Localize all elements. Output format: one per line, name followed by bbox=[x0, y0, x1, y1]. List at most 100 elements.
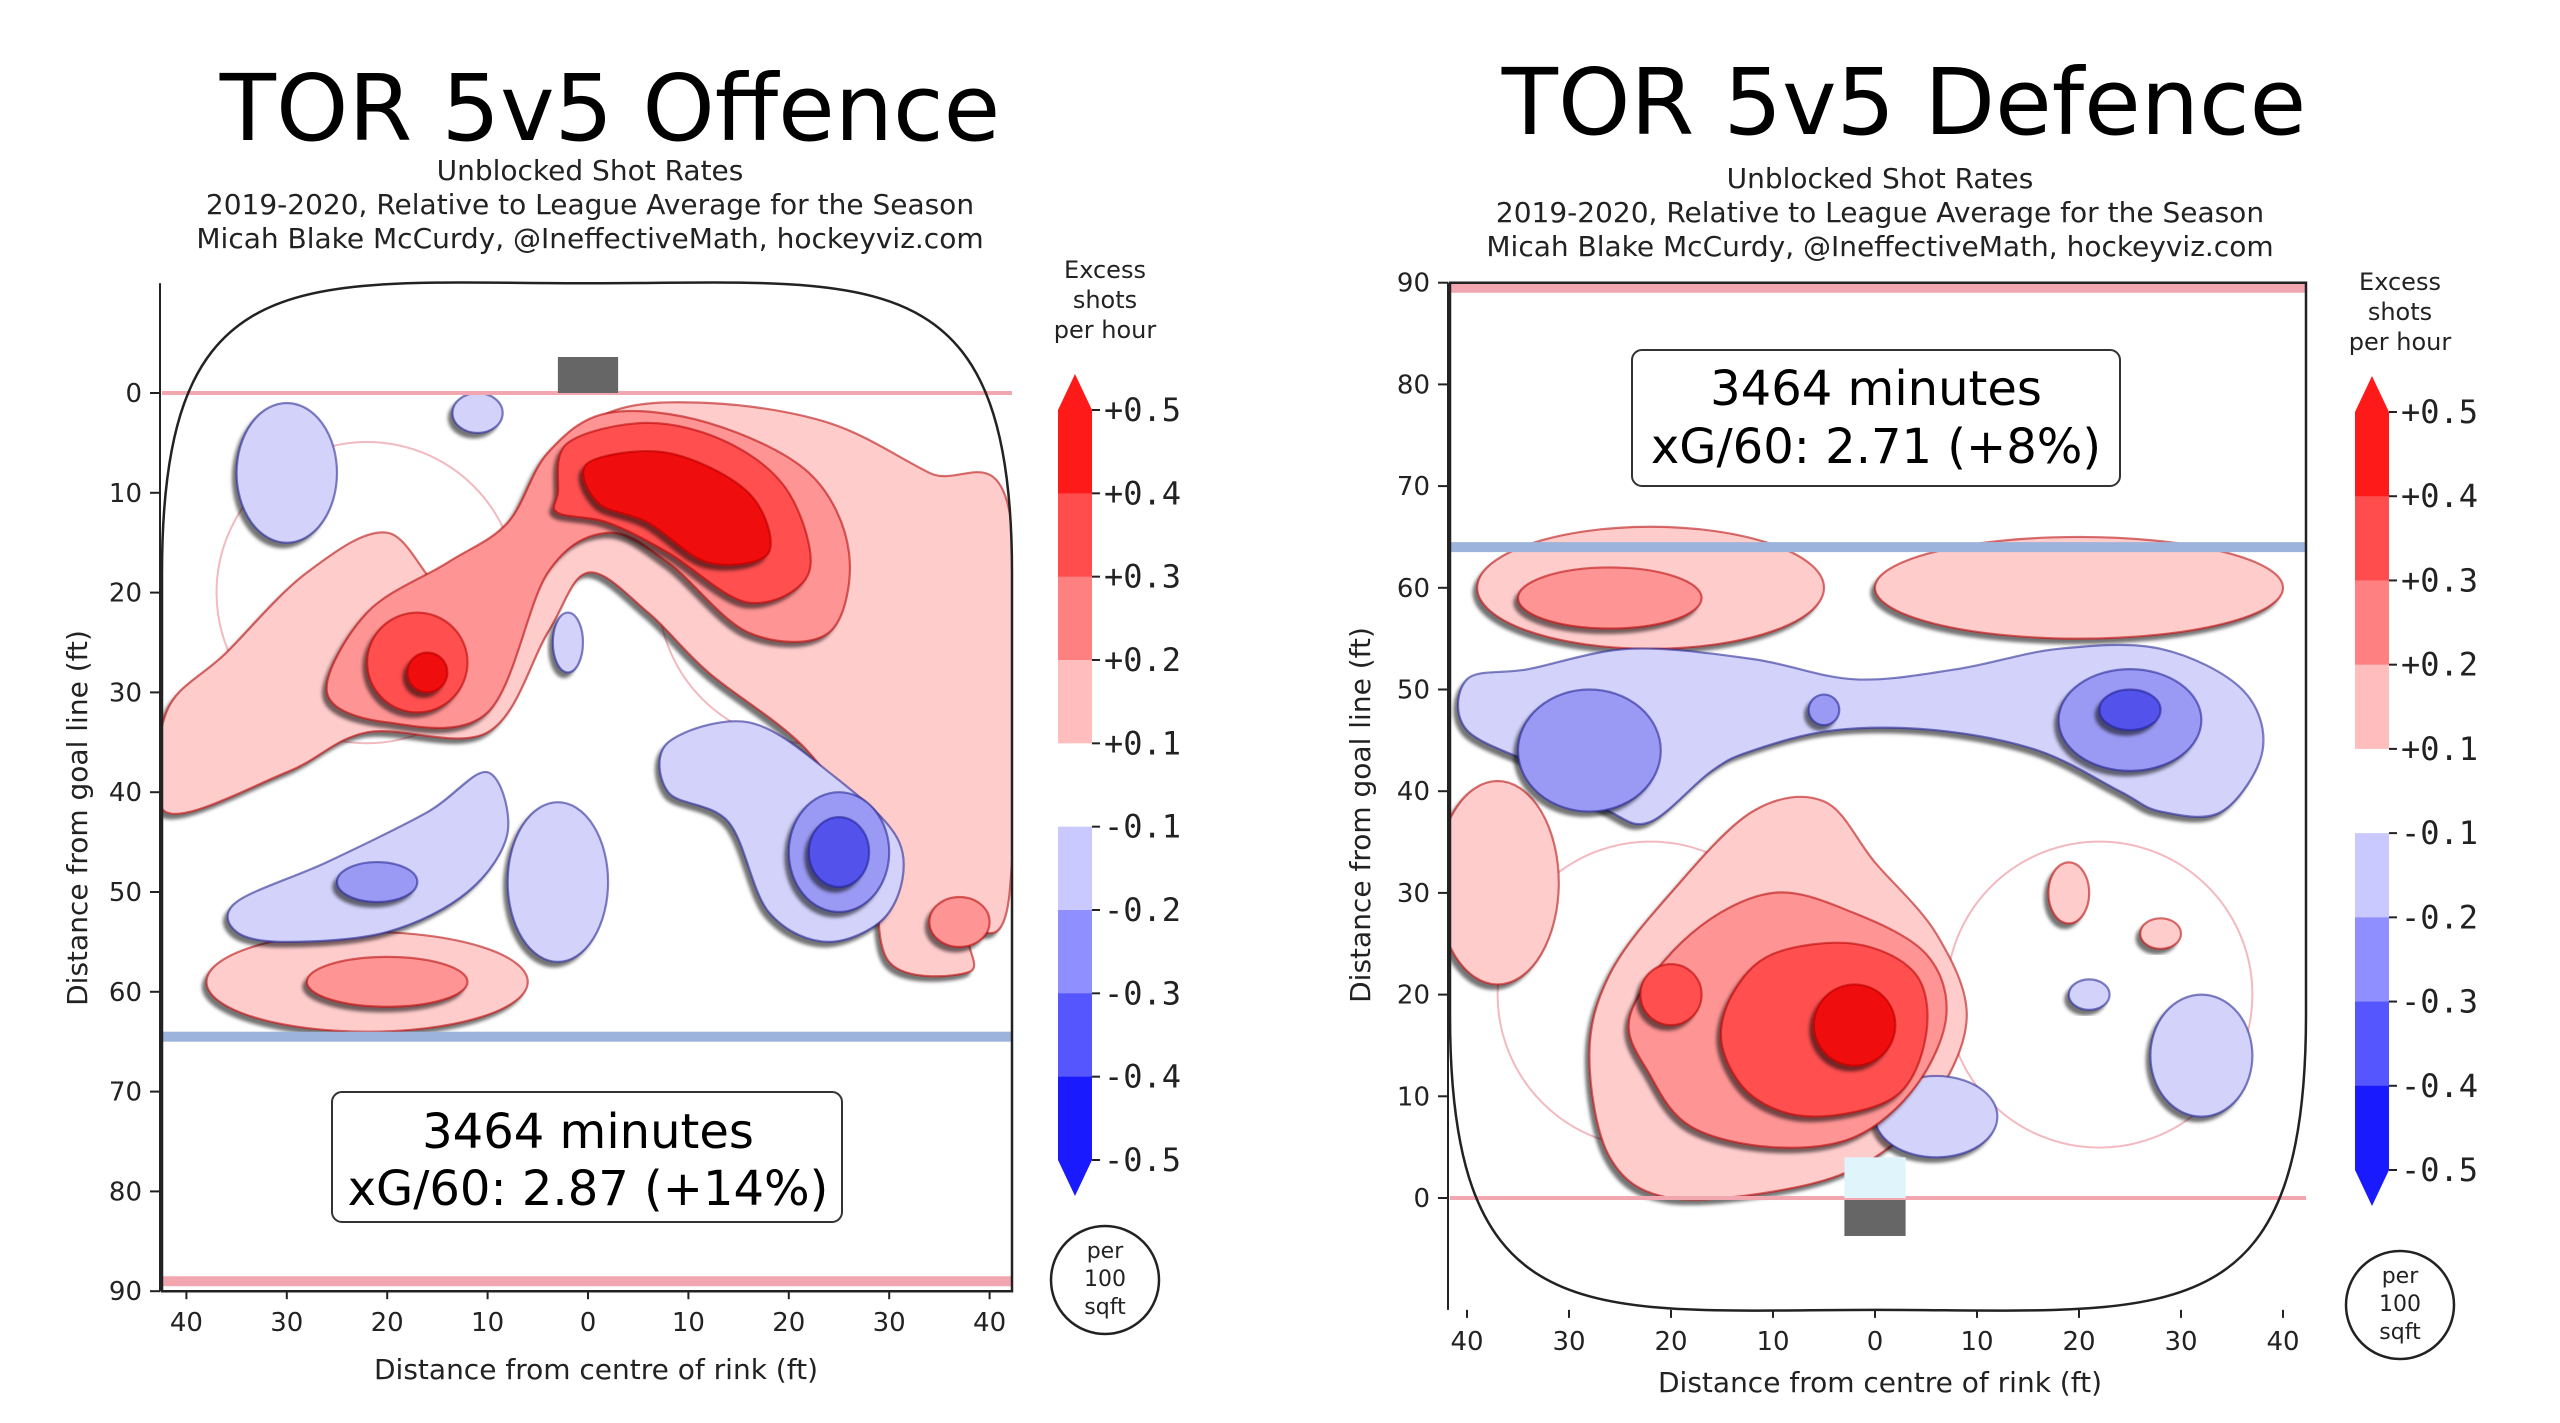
x-tick-label: 20 bbox=[772, 1308, 805, 1338]
colorbar-title-line: Excess bbox=[2359, 268, 2441, 296]
unit-label-line: per bbox=[2382, 1264, 2420, 1289]
colorbar-label: -0.5 bbox=[2401, 1151, 2478, 1189]
unit-label-line: 100 bbox=[2379, 1292, 2421, 1317]
contour-region-neg-17 bbox=[2098, 688, 2162, 732]
colorbar-swatch bbox=[2355, 496, 2389, 581]
colorbar-extend-top bbox=[2355, 376, 2389, 412]
y-axis-label: Distance from goal line (ft) bbox=[61, 630, 94, 1006]
xg-text: xG/60: 2.87 (+14%) bbox=[348, 1161, 829, 1217]
colorbar-swatch bbox=[1058, 410, 1092, 494]
y-tick-label: 80 bbox=[1397, 370, 1430, 400]
unit-label-line: per bbox=[1087, 1239, 1125, 1264]
offence-y-ticks: 0 10 20 30 40 50 60 70 80 90 bbox=[109, 379, 160, 1307]
contour-region-neg-11 bbox=[335, 860, 419, 904]
y-axis-label: Distance from goal line (ft) bbox=[1344, 627, 1377, 1003]
y-tick-label: 60 bbox=[1397, 574, 1430, 604]
unit-label-line: 100 bbox=[1084, 1267, 1126, 1292]
x-tick-label: 20 bbox=[371, 1308, 404, 1338]
colorbar-label: -0.4 bbox=[1104, 1058, 1181, 1096]
contour-region-pos-2 bbox=[1450, 779, 1560, 986]
crease bbox=[1844, 1157, 1906, 1198]
colorbar-swatch bbox=[1058, 576, 1092, 661]
y-tick-label: 80 bbox=[109, 1177, 142, 1207]
subtitle-line-2: 2019-2020, Relative to League Average fo… bbox=[1496, 196, 2264, 229]
unit-circle bbox=[2344, 1249, 2456, 1361]
y-tick-label: 20 bbox=[1397, 981, 1430, 1011]
end-line bbox=[162, 1276, 1012, 1287]
y-tick-label: 60 bbox=[109, 978, 142, 1008]
x-tick-label: 10 bbox=[1960, 1327, 1993, 1357]
colorbar-label: -0.3 bbox=[2401, 983, 2478, 1021]
defence-annotation-box: 3464 minutes xG/60: 2.71 (+8%) bbox=[1631, 349, 2121, 487]
contour-region-pos-10 bbox=[928, 895, 991, 948]
contour-region-pos-18 bbox=[1812, 983, 1897, 1067]
colorbar-label: -0.3 bbox=[1104, 974, 1181, 1012]
y-tick-label: 70 bbox=[109, 1078, 142, 1108]
colorbar-label: +0.2 bbox=[2401, 646, 2478, 684]
y-tick-label: 40 bbox=[109, 778, 142, 808]
unit-label-line: sqft bbox=[1084, 1295, 1126, 1320]
goal-net bbox=[557, 357, 619, 393]
offence-annotation-box: 3464 minutes xG/60: 2.87 (+14%) bbox=[331, 1091, 843, 1223]
colorbar-title-line: shots bbox=[1073, 286, 1137, 314]
colorbar-swatch bbox=[2355, 664, 2389, 750]
x-tick-label: 10 bbox=[672, 1308, 705, 1338]
y-tick-label: 20 bbox=[109, 579, 142, 609]
colorbar-swatch bbox=[2355, 1001, 2389, 1087]
minutes-text: 3464 minutes bbox=[1710, 361, 2042, 417]
y-tick-label: 0 bbox=[125, 379, 142, 409]
contour-region-pos-5 bbox=[2139, 917, 2183, 950]
rink-boards bbox=[160, 281, 1014, 1293]
contour-region-pos-10 bbox=[1516, 566, 1703, 630]
contour-region-neg-3 bbox=[451, 391, 504, 435]
colorbar-label: +0.1 bbox=[1104, 724, 1181, 762]
y-tick-label: 30 bbox=[1397, 879, 1430, 909]
colorbar-label: -0.1 bbox=[2401, 814, 2478, 852]
chart-title: TOR 5v5 Defence bbox=[1501, 49, 2306, 156]
colorbar-label: -0.5 bbox=[1104, 1141, 1181, 1179]
colorbar-swatch bbox=[2355, 412, 2389, 497]
x-tick-label: 40 bbox=[973, 1308, 1006, 1338]
colorbar-title-line: Excess bbox=[1064, 256, 1146, 284]
colorbar-label: +0.3 bbox=[1104, 558, 1181, 596]
colorbar-label: -0.4 bbox=[2401, 1067, 2478, 1105]
contour-region-pos-16 bbox=[582, 450, 772, 566]
x-axis-label: Distance from centre of rink (ft) bbox=[1658, 1366, 2102, 1399]
y-tick-label: 10 bbox=[109, 479, 142, 509]
colorbar-label: +0.3 bbox=[2401, 561, 2478, 599]
colorbar-title-line: per hour bbox=[1054, 316, 1157, 344]
xg-text: xG/60: 2.71 (+8%) bbox=[1651, 419, 2101, 475]
colorbar-label: +0.4 bbox=[2401, 477, 2478, 515]
unit-label-line: sqft bbox=[2379, 1320, 2421, 1345]
colorbar-swatch bbox=[1058, 660, 1092, 744]
y-tick-label: 0 bbox=[1413, 1184, 1430, 1214]
colorbar-swatch bbox=[2355, 580, 2389, 666]
colorbar-extend-top bbox=[1058, 374, 1092, 410]
subtitle-line-1: Unblocked Shot Rates bbox=[437, 154, 744, 187]
contour-region-neg-2 bbox=[235, 401, 339, 544]
x-tick-label: 30 bbox=[2164, 1327, 2197, 1357]
rink-boards bbox=[1448, 281, 2308, 1312]
annotation-frame bbox=[331, 1091, 843, 1223]
colorbar-swatch bbox=[2355, 917, 2389, 1003]
x-tick-label: 40 bbox=[170, 1308, 203, 1338]
colorbar-swatch bbox=[1058, 910, 1092, 994]
contour-region-neg-12 bbox=[1516, 688, 1662, 813]
defence-plot bbox=[1447, 281, 2308, 1312]
x-tick-label: 30 bbox=[270, 1308, 303, 1338]
contour-region-neg-4 bbox=[551, 611, 585, 674]
x-axis-label: Distance from centre of rink (ft) bbox=[374, 1353, 818, 1386]
contour-region-neg-8 bbox=[2149, 993, 2254, 1118]
x-tick-label: 10 bbox=[471, 1308, 504, 1338]
blue-line bbox=[1450, 542, 2306, 553]
colorbar-title-line: per hour bbox=[2349, 328, 2452, 356]
x-tick-label: 20 bbox=[1654, 1327, 1687, 1357]
y-tick-label: 90 bbox=[109, 1277, 142, 1307]
y-tick-label: 90 bbox=[1397, 269, 1430, 299]
colorbar-label: -0.2 bbox=[2401, 898, 2478, 936]
contour-region-pos-9 bbox=[305, 955, 469, 1008]
colorbar-label: -0.2 bbox=[1104, 891, 1181, 929]
